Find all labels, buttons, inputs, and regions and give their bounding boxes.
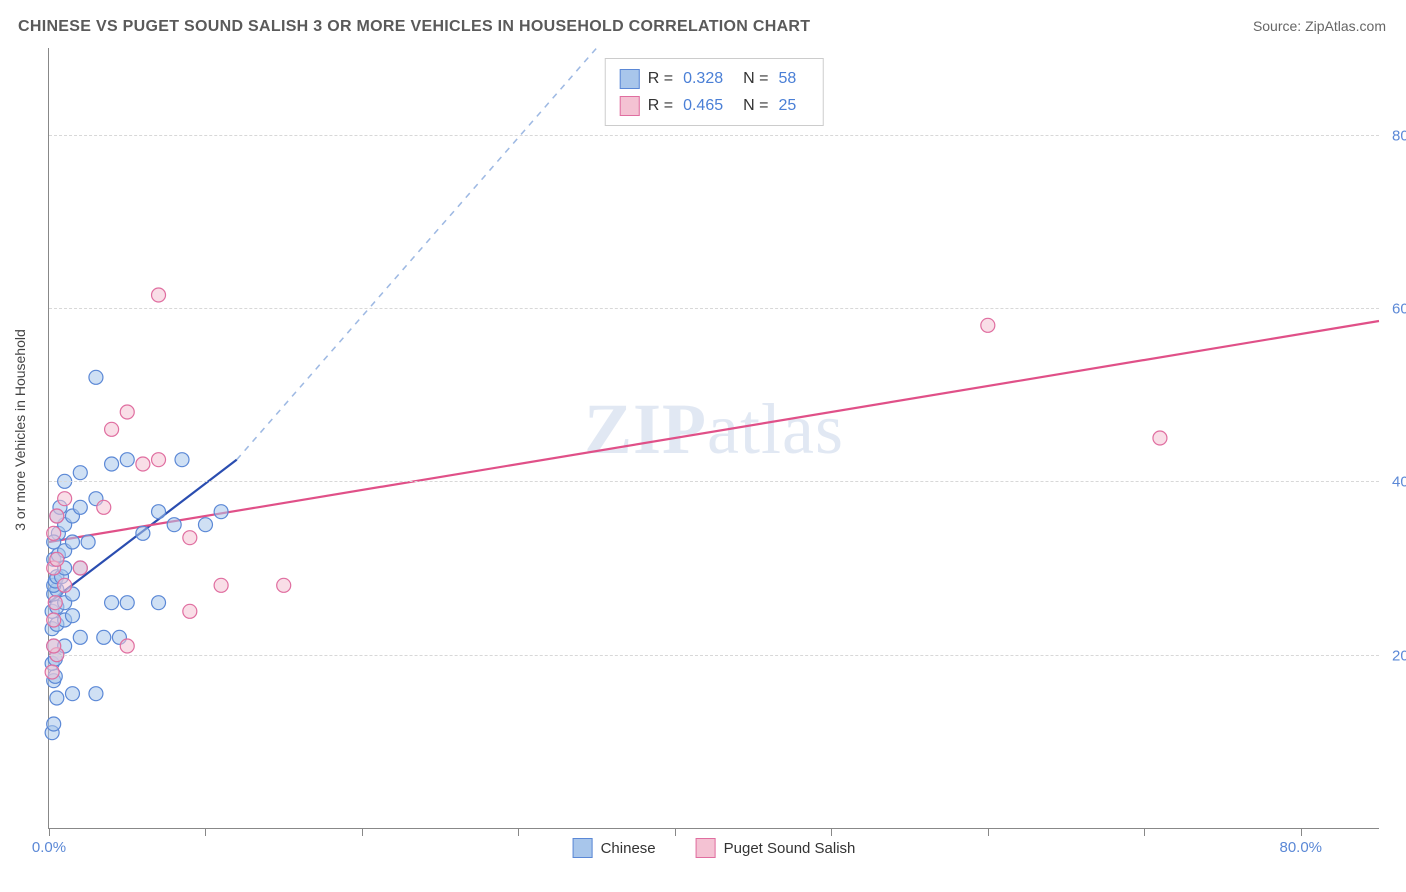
x-tick <box>205 828 206 836</box>
data-point <box>105 422 119 436</box>
data-point <box>183 604 197 618</box>
y-axis-label: 3 or more Vehicles in Household <box>12 329 28 531</box>
data-point <box>105 457 119 471</box>
gridline-h: 20.0% <box>49 655 1379 656</box>
data-point <box>89 687 103 701</box>
data-point <box>97 500 111 514</box>
value-r-salish: 0.465 <box>681 92 735 119</box>
label-r: R = <box>648 65 673 92</box>
data-point <box>58 492 72 506</box>
data-point <box>198 518 212 532</box>
value-n-salish: 25 <box>776 92 808 119</box>
data-point <box>65 609 79 623</box>
chart-container: CHINESE VS PUGET SOUND SALISH 3 OR MORE … <box>0 0 1406 892</box>
data-point <box>73 500 87 514</box>
data-point <box>120 453 134 467</box>
chart-source: Source: ZipAtlas.com <box>1253 18 1386 34</box>
x-tick-label: 80.0% <box>1279 839 1322 856</box>
data-point <box>48 596 62 610</box>
data-point <box>50 552 64 566</box>
data-point <box>120 405 134 419</box>
x-tick <box>518 828 519 836</box>
y-tick-label: 80.0% <box>1384 127 1406 144</box>
data-point <box>73 561 87 575</box>
swatch-salish <box>620 96 640 116</box>
x-tick <box>831 828 832 836</box>
data-point <box>214 505 228 519</box>
plot-area: ZIPatlas R = 0.328 N = 58 R = 0.465 N = … <box>48 48 1379 829</box>
data-point <box>214 578 228 592</box>
data-point <box>981 318 995 332</box>
legend-label-chinese: Chinese <box>601 840 656 857</box>
stats-legend-box: R = 0.328 N = 58 R = 0.465 N = 25 <box>605 58 824 126</box>
data-point <box>183 531 197 545</box>
legend-label-salish: Puget Sound Salish <box>724 840 856 857</box>
data-point <box>65 687 79 701</box>
x-tick <box>988 828 989 836</box>
stats-row-salish: R = 0.465 N = 25 <box>620 92 809 119</box>
legend-swatch-chinese <box>573 838 593 858</box>
trend-line-puget-sound-salish <box>49 321 1379 542</box>
data-point <box>89 370 103 384</box>
x-tick <box>49 828 50 836</box>
stats-row-chinese: R = 0.328 N = 58 <box>620 65 809 92</box>
data-point <box>73 466 87 480</box>
data-point <box>136 526 150 540</box>
x-tick <box>1144 828 1145 836</box>
data-point <box>50 509 64 523</box>
data-point <box>175 453 189 467</box>
label-n: N = <box>743 65 768 92</box>
data-point <box>65 535 79 549</box>
data-point <box>73 630 87 644</box>
value-r-chinese: 0.328 <box>681 65 735 92</box>
data-point <box>277 578 291 592</box>
data-point <box>45 665 59 679</box>
x-tick <box>675 828 676 836</box>
x-tick <box>362 828 363 836</box>
data-point <box>97 630 111 644</box>
data-point <box>81 535 95 549</box>
plot-svg <box>49 48 1379 828</box>
x-tick <box>1301 828 1302 836</box>
data-point <box>152 596 166 610</box>
data-point <box>152 288 166 302</box>
y-tick-label: 20.0% <box>1384 647 1406 664</box>
chart-title: CHINESE VS PUGET SOUND SALISH 3 OR MORE … <box>18 18 810 36</box>
value-n-chinese: 58 <box>776 65 808 92</box>
data-point <box>47 717 61 731</box>
data-point <box>152 453 166 467</box>
data-point <box>167 518 181 532</box>
legend-swatch-salish <box>696 838 716 858</box>
label-r: R = <box>648 92 673 119</box>
data-point <box>120 596 134 610</box>
label-n: N = <box>743 92 768 119</box>
legend-item-chinese: Chinese <box>573 838 656 858</box>
data-point <box>47 613 61 627</box>
gridline-h: 40.0% <box>49 481 1379 482</box>
gridline-h: 80.0% <box>49 135 1379 136</box>
gridline-h: 60.0% <box>49 308 1379 309</box>
data-point <box>50 691 64 705</box>
swatch-chinese <box>620 69 640 89</box>
y-tick-label: 60.0% <box>1384 301 1406 318</box>
trend-line-dashed <box>237 48 597 460</box>
y-tick-label: 40.0% <box>1384 474 1406 491</box>
data-point <box>1153 431 1167 445</box>
x-tick-label: 0.0% <box>32 839 66 856</box>
x-legend: Chinese Puget Sound Salish <box>573 838 856 858</box>
data-point <box>152 505 166 519</box>
data-point <box>120 639 134 653</box>
data-point <box>136 457 150 471</box>
data-point <box>47 639 61 653</box>
data-point <box>47 526 61 540</box>
legend-item-salish: Puget Sound Salish <box>696 838 856 858</box>
data-point <box>105 596 119 610</box>
data-point <box>58 578 72 592</box>
